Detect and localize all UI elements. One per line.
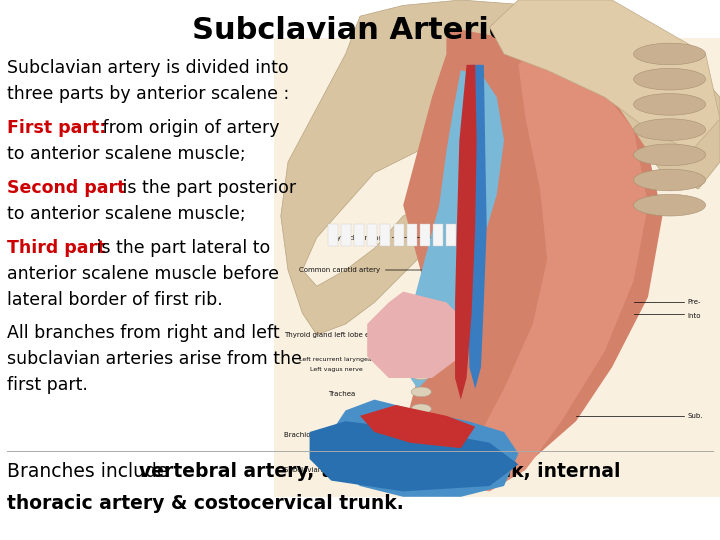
Polygon shape [455, 65, 477, 400]
Ellipse shape [634, 69, 706, 90]
Bar [274, 38, 720, 497]
Text: Left vagus nerve: Left vagus nerve [310, 367, 362, 373]
Text: from origin of artery: from origin of artery [97, 119, 279, 137]
Bar [433, 224, 444, 246]
Text: Subclavian Arteries: Subclavian Arteries [192, 16, 528, 45]
Text: vertebral artery, thyrocervical trunk, internal: vertebral artery, thyrocervical trunk, i… [139, 462, 621, 481]
Text: Thyroid cartilage: Thyroid cartilage [328, 234, 462, 241]
Bar [446, 224, 456, 246]
Polygon shape [467, 65, 487, 389]
Bar [380, 224, 390, 246]
Bar [341, 224, 351, 246]
Text: subclavian arteries arise from the: subclavian arteries arise from the [7, 350, 302, 368]
Text: three parts by anterior scalene :: three parts by anterior scalene : [7, 85, 289, 103]
Ellipse shape [634, 43, 706, 65]
Polygon shape [403, 70, 504, 389]
Bar [328, 224, 338, 246]
Polygon shape [403, 27, 662, 491]
Text: first part.: first part. [7, 376, 88, 394]
Text: Subclavian artery is divided into: Subclavian artery is divided into [7, 59, 289, 77]
Ellipse shape [411, 387, 431, 397]
Ellipse shape [411, 404, 431, 414]
Polygon shape [461, 43, 648, 491]
Ellipse shape [634, 119, 706, 140]
Ellipse shape [634, 194, 706, 216]
Text: is the part posterior: is the part posterior [117, 179, 297, 197]
Text: thoracic artery & costocervical trunk.: thoracic artery & costocervical trunk. [7, 494, 404, 513]
Ellipse shape [411, 319, 431, 329]
Polygon shape [360, 405, 475, 448]
Ellipse shape [411, 370, 431, 380]
Text: Pre-: Pre- [688, 299, 701, 306]
Text: Brachiocephalic vein: Brachiocephalic vein [284, 431, 357, 438]
Ellipse shape [634, 93, 706, 115]
Polygon shape [490, 0, 720, 151]
Bar [420, 224, 430, 246]
Text: to anterior scalene muscle;: to anterior scalene muscle; [7, 205, 246, 223]
Ellipse shape [634, 169, 706, 191]
Text: Subclavian vein: Subclavian vein [284, 467, 340, 473]
Ellipse shape [411, 353, 431, 363]
Text: lateral border of first rib.: lateral border of first rib. [7, 291, 223, 308]
Text: All branches from right and left: All branches from right and left [7, 325, 280, 342]
Text: is the part lateral to: is the part lateral to [91, 239, 270, 256]
Ellipse shape [411, 421, 431, 431]
Text: Second part: Second part [7, 179, 125, 197]
Text: Sub.: Sub. [688, 413, 703, 419]
Polygon shape [367, 292, 468, 378]
Bar [354, 224, 364, 246]
Text: Branches include: Branches include [7, 462, 174, 481]
Text: Trachea: Trachea [328, 391, 355, 397]
Text: Thyroid gland left lobe elevated: Thyroid gland left lobe elevated [284, 332, 408, 338]
Text: anterior scalene muscle before: anterior scalene muscle before [7, 265, 279, 282]
Text: Left recurrent laryngeal nerve: Left recurrent laryngeal nerve [299, 356, 393, 362]
Bar [394, 224, 404, 246]
Polygon shape [310, 421, 518, 491]
Polygon shape [331, 400, 518, 497]
Ellipse shape [411, 438, 431, 448]
Text: Common carotid artery: Common carotid artery [299, 267, 464, 273]
Ellipse shape [411, 336, 431, 346]
Text: Third part: Third part [7, 239, 106, 256]
Text: Into: Into [688, 313, 701, 319]
Text: to anterior scalene muscle;: to anterior scalene muscle; [7, 145, 246, 163]
Bar [367, 224, 377, 246]
Polygon shape [281, 0, 720, 335]
Text: First part:: First part: [7, 119, 107, 137]
Ellipse shape [634, 144, 706, 166]
Bar [407, 224, 417, 246]
